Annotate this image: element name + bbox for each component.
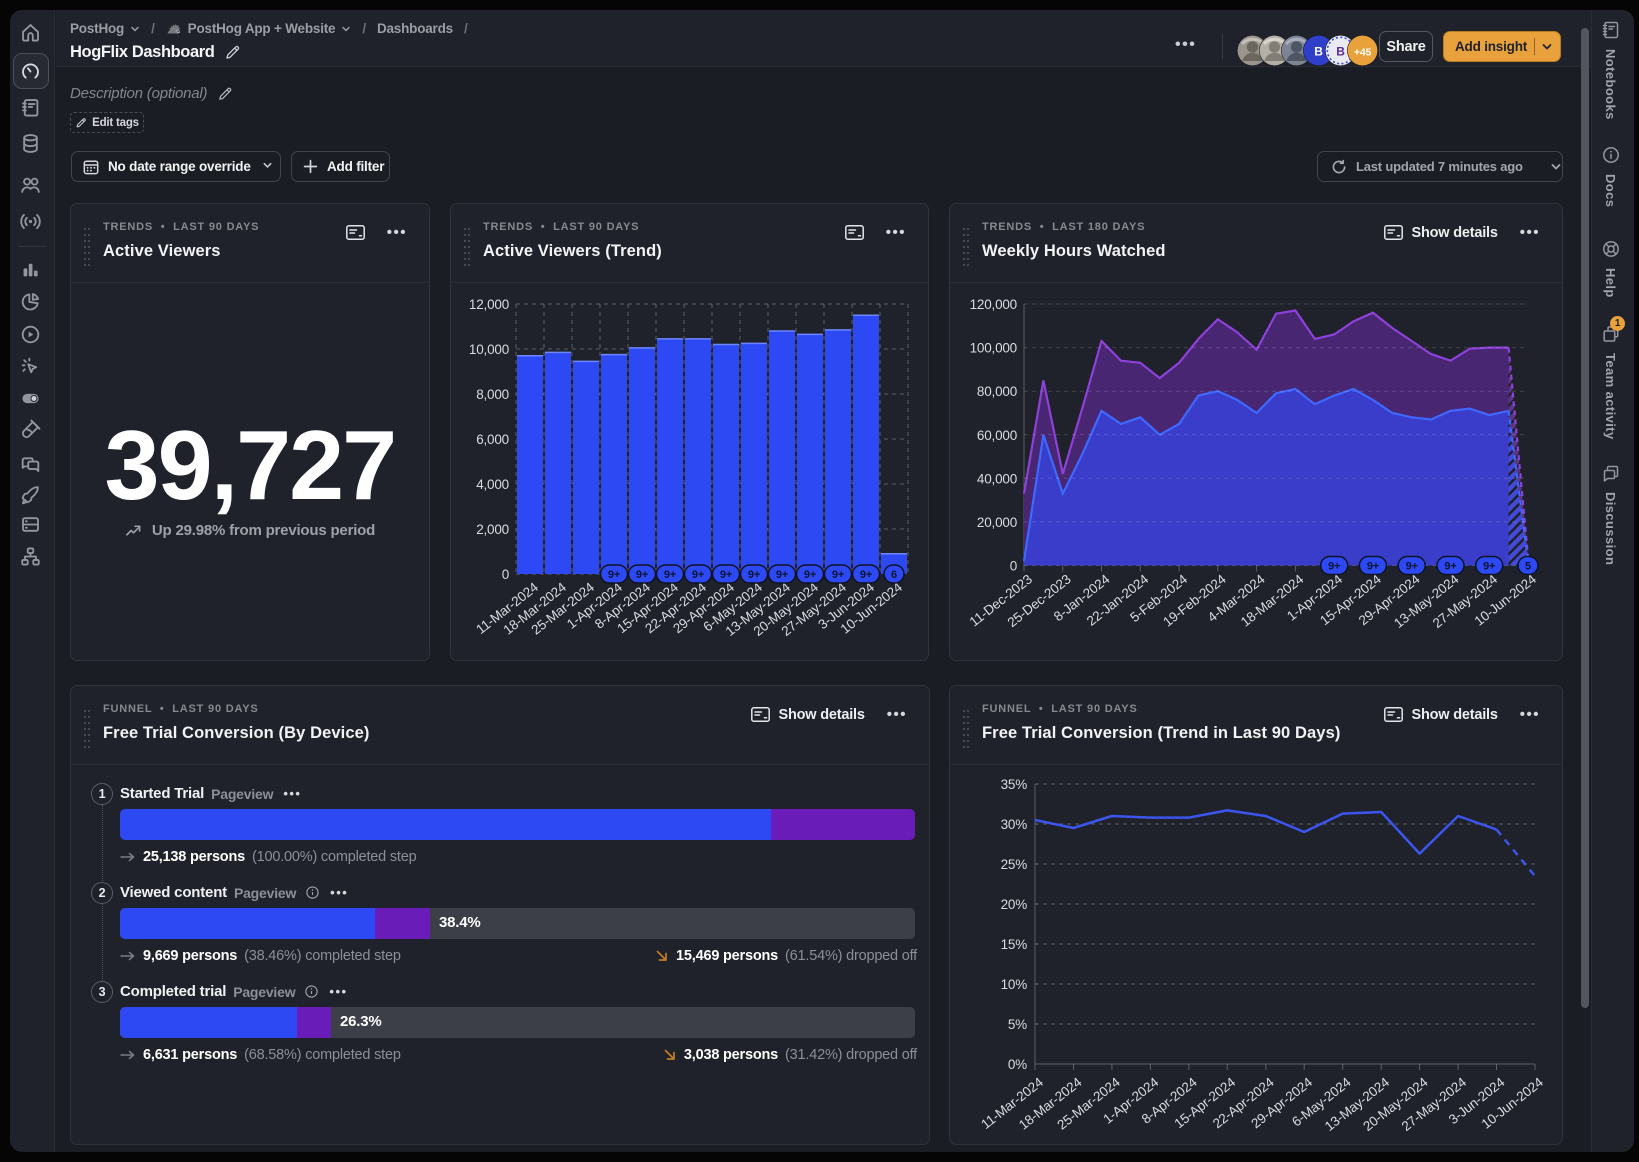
svg-text:40,000: 40,000 [977, 471, 1017, 486]
svg-text:0%: 0% [1008, 1057, 1027, 1072]
svg-text:4,000: 4,000 [476, 477, 509, 492]
svg-text:9+: 9+ [1367, 561, 1379, 573]
svg-text:35%: 35% [1001, 777, 1028, 792]
svg-text:2,000: 2,000 [476, 522, 509, 537]
svg-text:9+: 9+ [664, 569, 676, 581]
svg-text:60,000: 60,000 [977, 428, 1017, 443]
svg-text:9+: 9+ [636, 569, 648, 581]
svg-text:B: B [1336, 45, 1345, 59]
svg-text:9+: 9+ [804, 569, 816, 581]
svg-text:20,000: 20,000 [977, 515, 1017, 530]
svg-text:6: 6 [891, 569, 897, 581]
svg-text:10,000: 10,000 [469, 342, 509, 357]
svg-text:5: 5 [1525, 561, 1531, 573]
svg-text:9+: 9+ [1406, 561, 1418, 573]
svg-text:100,000: 100,000 [970, 341, 1017, 356]
svg-text:9+: 9+ [1328, 561, 1340, 573]
svg-text:B: B [1314, 45, 1323, 59]
svg-text:25%: 25% [1001, 857, 1028, 872]
svg-text:9+: 9+ [720, 569, 732, 581]
svg-text:9+: 9+ [860, 569, 872, 581]
svg-text:9+: 9+ [608, 569, 620, 581]
svg-text:9+: 9+ [692, 569, 704, 581]
svg-text:+45: +45 [1354, 47, 1372, 59]
svg-text:9+: 9+ [1483, 561, 1495, 573]
svg-text:12,000: 12,000 [469, 297, 509, 312]
svg-text:0: 0 [1010, 559, 1017, 574]
svg-text:5%: 5% [1008, 1017, 1027, 1032]
svg-text:120,000: 120,000 [970, 297, 1017, 312]
svg-text:80,000: 80,000 [977, 384, 1017, 399]
svg-text:9+: 9+ [1444, 561, 1456, 573]
svg-text:30%: 30% [1001, 817, 1028, 832]
svg-text:0: 0 [502, 567, 509, 582]
svg-text:15%: 15% [1001, 937, 1028, 952]
svg-text:20%: 20% [1001, 897, 1028, 912]
svg-text:9+: 9+ [832, 569, 844, 581]
svg-text:9+: 9+ [748, 569, 760, 581]
svg-text:8,000: 8,000 [476, 387, 509, 402]
svg-text:10%: 10% [1001, 977, 1028, 992]
svg-text:9+: 9+ [776, 569, 788, 581]
svg-text:6,000: 6,000 [476, 432, 509, 447]
